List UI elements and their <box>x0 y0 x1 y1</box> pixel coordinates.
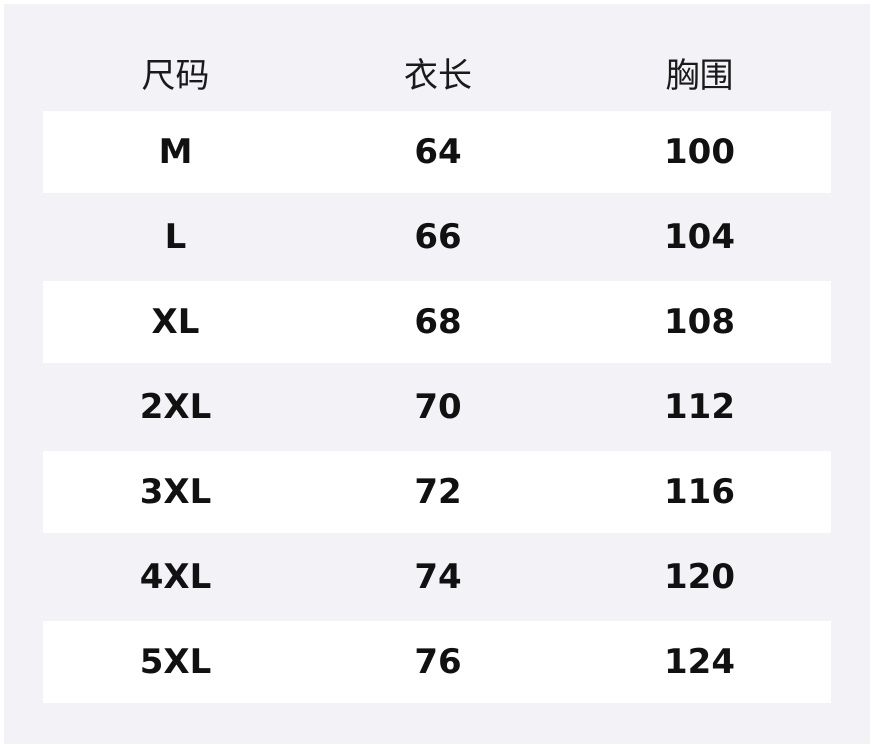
table-header: 尺码 衣长 胸围 <box>43 44 831 100</box>
length-cell: 64 <box>414 132 462 172</box>
size-cell: L <box>164 217 187 257</box>
header-chest: 胸围 <box>665 55 734 96</box>
table-row: M 64 100 <box>43 111 831 193</box>
header-size: 尺码 <box>141 55 210 96</box>
chest-cell: 108 <box>664 302 735 342</box>
chest-cell: 112 <box>664 387 735 427</box>
size-cell: XL <box>151 302 200 342</box>
length-cell: 68 <box>414 302 462 342</box>
table-row: L 66 104 <box>43 196 831 278</box>
length-cell: 72 <box>414 472 462 512</box>
chest-cell: 120 <box>664 557 735 597</box>
size-cell: 4XL <box>139 557 212 597</box>
length-cell: 70 <box>414 387 462 427</box>
size-cell: 3XL <box>139 472 212 512</box>
chest-cell: 100 <box>664 132 735 172</box>
chest-cell: 116 <box>664 472 735 512</box>
table-row: XL 68 108 <box>43 281 831 363</box>
size-cell: M <box>158 132 193 172</box>
header-length: 衣长 <box>404 55 472 96</box>
length-cell: 74 <box>414 557 462 597</box>
length-cell: 66 <box>414 217 462 257</box>
table-row: 2XL 70 112 <box>43 366 831 448</box>
length-cell: 76 <box>414 642 462 682</box>
size-cell: 2XL <box>139 387 212 427</box>
size-cell: 5XL <box>139 642 212 682</box>
table-row: 3XL 72 116 <box>43 451 831 533</box>
table-row: 5XL 76 124 <box>43 621 831 703</box>
chest-cell: 104 <box>664 217 735 257</box>
chest-cell: 124 <box>664 642 735 682</box>
size-chart: 尺码 衣长 胸围 M 64 100 L 66 104 XL 68 108 2XL 70 112 3XL 7… <box>4 4 870 744</box>
table-row: 4XL 74 120 <box>43 536 831 618</box>
